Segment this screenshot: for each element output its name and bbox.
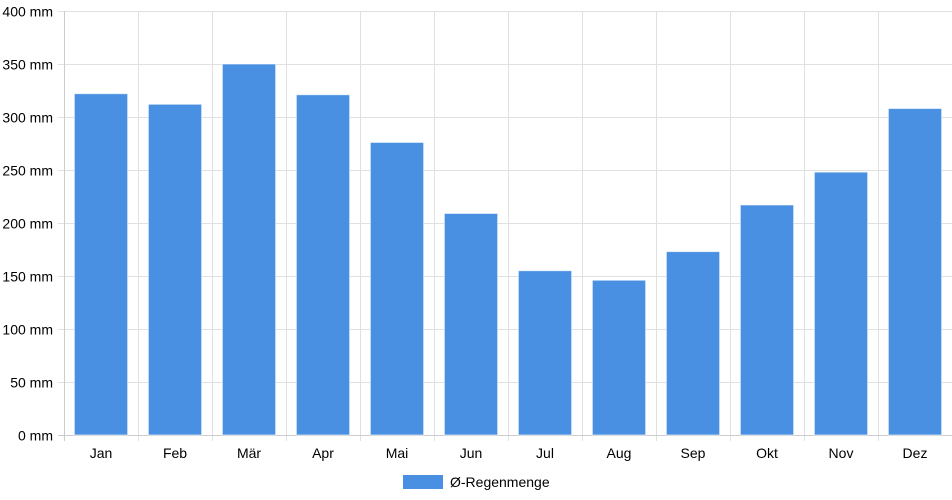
x-tick-label: Okt xyxy=(756,445,778,461)
x-tick-label: Dez xyxy=(903,445,928,461)
bar-series xyxy=(73,63,943,436)
bar-jan[interactable] xyxy=(73,93,129,436)
y-tick-label: 100 mm xyxy=(2,322,53,338)
bar-dez[interactable] xyxy=(887,108,943,436)
bar-jun[interactable] xyxy=(443,212,499,436)
bar-mai[interactable] xyxy=(369,141,425,436)
y-tick-label: 50 mm xyxy=(10,375,53,391)
y-tick-label: 0 mm xyxy=(18,428,53,444)
legend-swatch xyxy=(403,475,443,489)
x-tick-label: Jun xyxy=(460,445,483,461)
x-tick-label: Sep xyxy=(681,445,706,461)
x-tick-label: Jan xyxy=(90,445,113,461)
x-axis: Jan Feb Mär Apr Mai Jun Jul Aug Sep Okt Nov Dez xyxy=(58,435,952,461)
x-tick-label: Feb xyxy=(163,445,187,461)
grid-lines xyxy=(58,11,952,441)
x-tick-label: Aug xyxy=(607,445,632,461)
y-tick-label: 300 mm xyxy=(2,110,53,126)
y-tick-label: 350 mm xyxy=(2,57,53,73)
x-tick-label: Nov xyxy=(829,445,854,461)
y-tick-label: 150 mm xyxy=(2,269,53,285)
bar-okt[interactable] xyxy=(739,204,795,436)
x-tick-label: Mär xyxy=(237,445,261,461)
y-tick-label: 250 mm xyxy=(2,163,53,179)
bar-sep[interactable] xyxy=(665,251,721,436)
legend[interactable]: Ø-Regenmenge xyxy=(403,474,550,490)
bar-feb[interactable] xyxy=(147,103,203,436)
bar-nov[interactable] xyxy=(813,171,869,436)
bar-aug[interactable] xyxy=(591,279,647,436)
bar-mär[interactable] xyxy=(221,63,277,436)
x-tick-label: Mai xyxy=(386,445,409,461)
x-tick-label: Apr xyxy=(312,445,334,461)
legend-label: Ø-Regenmenge xyxy=(450,474,550,490)
y-tick-label: 400 mm xyxy=(2,4,53,20)
y-tick-label: 200 mm xyxy=(2,216,53,232)
bar-jul[interactable] xyxy=(517,270,573,436)
y-axis: 0 mm 50 mm 100 mm 150 mm 200 mm 250 mm 300 mm 3… xyxy=(2,4,65,444)
bar-apr[interactable] xyxy=(295,94,351,436)
x-tick-label: Jul xyxy=(536,445,554,461)
